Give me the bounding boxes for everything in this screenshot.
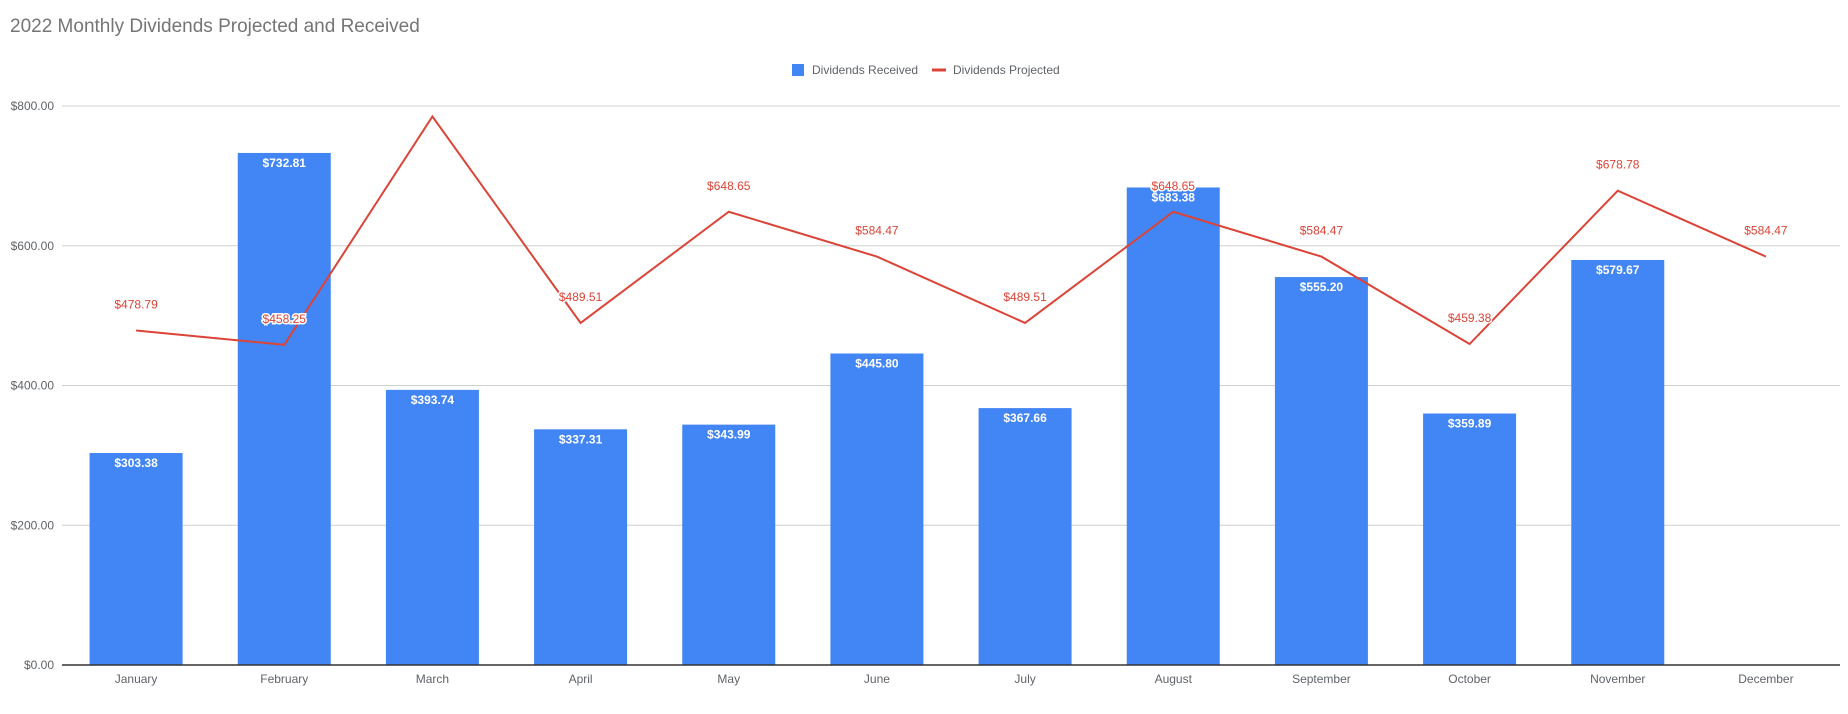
bar-data-label: $683.38 (1152, 190, 1196, 204)
line-data-label: $648.65 (707, 179, 751, 193)
bar-january (89, 453, 183, 665)
bar-data-label: $393.74 (411, 393, 455, 407)
legend-label-projected: Dividends Projected (953, 63, 1060, 77)
x-tick-label: December (1738, 672, 1793, 686)
bar-august (1126, 187, 1220, 665)
x-tick-label: June (864, 672, 890, 686)
legend-label-received: Dividends Received (812, 63, 918, 77)
line-data-label: $584.47 (1744, 224, 1788, 238)
x-tick-label: February (260, 672, 308, 686)
bar-november (1571, 259, 1665, 665)
line-data-label: $489.51 (1003, 290, 1047, 304)
bar-data-label: $445.80 (855, 356, 899, 370)
x-tick-label: October (1448, 672, 1491, 686)
line-data-label: $489.51 (559, 290, 603, 304)
bar-june (830, 353, 924, 665)
bar-data-label: $343.99 (707, 428, 751, 442)
line-data-label: $478.79 (114, 297, 158, 311)
x-tick-label: November (1590, 672, 1645, 686)
y-tick-label: $600.00 (11, 239, 55, 253)
x-tick-label: July (1014, 672, 1035, 686)
bar-april (534, 429, 628, 665)
y-tick-label: $0.00 (24, 658, 54, 672)
legend: Dividends Received Dividends Projected (792, 63, 1060, 77)
y-tick-label: $400.00 (11, 379, 55, 393)
bar-data-label: $579.67 (1596, 263, 1640, 277)
x-tick-label: May (717, 672, 740, 686)
x-tick-label: September (1292, 672, 1351, 686)
x-tick-label: March (416, 672, 449, 686)
bar-data-label: $337.31 (559, 432, 603, 446)
bar-september (1274, 277, 1368, 665)
bar-may (682, 424, 776, 665)
y-tick-label: $200.00 (11, 518, 55, 532)
line-data-label: $584.47 (855, 224, 899, 238)
bar-data-label: $367.66 (1003, 411, 1047, 425)
line-data-label: $458.25 (263, 312, 307, 326)
bar-february (237, 152, 331, 666)
projected-line (135, 114, 1767, 346)
bar-october (1423, 413, 1517, 665)
line-data-label: $648.65 (1152, 179, 1196, 193)
chart-title: 2022 Monthly Dividends Projected and Rec… (10, 16, 420, 37)
x-tick-label: August (1155, 672, 1193, 686)
bar-data-label: $359.89 (1448, 417, 1492, 431)
bar-july (978, 408, 1072, 665)
bar-data-label: $303.38 (114, 456, 158, 470)
y-tick-label: $800.00 (11, 99, 55, 113)
x-tick-label: January (115, 672, 158, 686)
x-tick-label: April (569, 672, 593, 686)
bar-march (385, 389, 479, 665)
legend-swatch-received (792, 64, 804, 76)
bar-data-label: $555.20 (1300, 280, 1344, 294)
line-data-label: $678.78 (1596, 158, 1640, 172)
line-data-label: $459.38 (1448, 311, 1492, 325)
line-data-label: $584.47 (1300, 224, 1344, 238)
bar-data-label: $732.81 (263, 156, 307, 170)
